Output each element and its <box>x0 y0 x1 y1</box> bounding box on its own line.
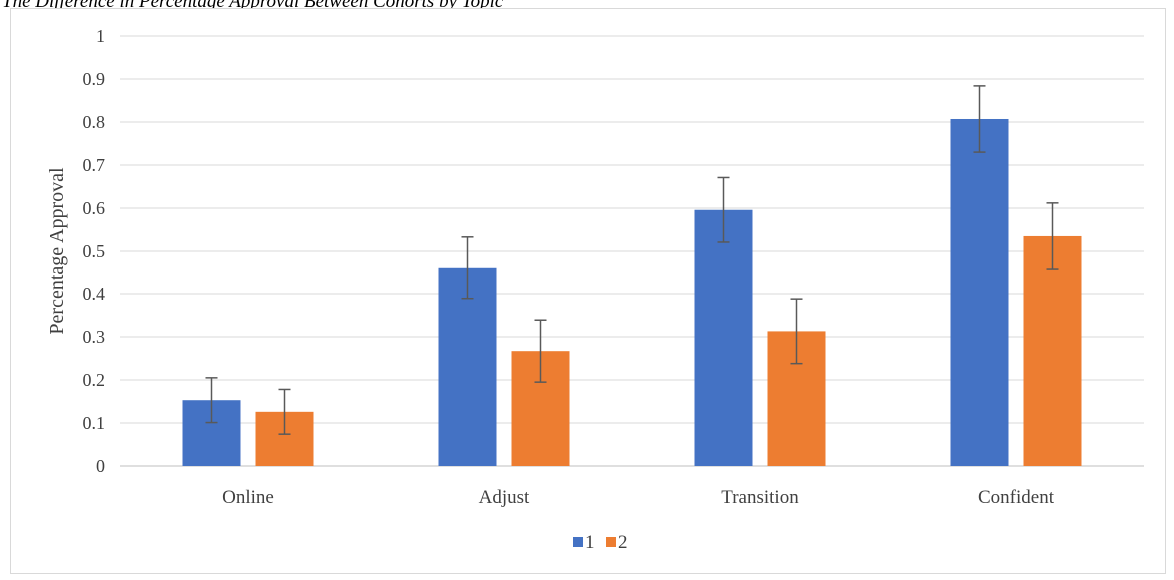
y-tick-label: 0.1 <box>83 413 106 433</box>
legend-label-1: 1 <box>585 532 595 553</box>
error-bars <box>205 85 1059 435</box>
legend-label-2: 2 <box>618 532 628 553</box>
y-tick-label: 0.9 <box>83 69 106 89</box>
legend-swatch-1 <box>573 537 583 547</box>
y-axis-ticks: 0 0.1 0.2 0.3 0.4 0.5 0.6 0.7 0.8 0.9 1 <box>83 26 106 476</box>
y-tick-label: 0.4 <box>83 284 106 304</box>
x-tick-label: Online <box>222 487 274 508</box>
x-tick-label: Adjust <box>479 487 530 508</box>
x-axis-ticks: Online Adjust Transition Confident <box>222 487 1055 508</box>
y-tick-label: 0.3 <box>83 327 106 347</box>
y-tick-label: 0.7 <box>83 155 106 175</box>
bar-series-1-confident <box>950 118 1009 467</box>
bar-series-1-transition <box>694 209 753 466</box>
legend-swatch-2 <box>606 537 616 547</box>
x-tick-label: Confident <box>978 487 1055 508</box>
y-tick-label: 1 <box>96 26 105 46</box>
y-tick-label: 0.2 <box>83 370 106 390</box>
x-tick-label: Transition <box>721 487 799 508</box>
y-tick-label: 0.6 <box>83 198 106 218</box>
bars <box>182 118 1082 467</box>
y-tick-label: 0.8 <box>83 112 106 132</box>
y-axis-label: Percentage Approval <box>46 167 68 335</box>
y-tick-label: 0.5 <box>83 241 106 261</box>
bar-series-2-confident <box>1023 235 1082 466</box>
bar-series-1-adjust <box>438 267 497 466</box>
y-tick-label: 0 <box>96 456 105 476</box>
